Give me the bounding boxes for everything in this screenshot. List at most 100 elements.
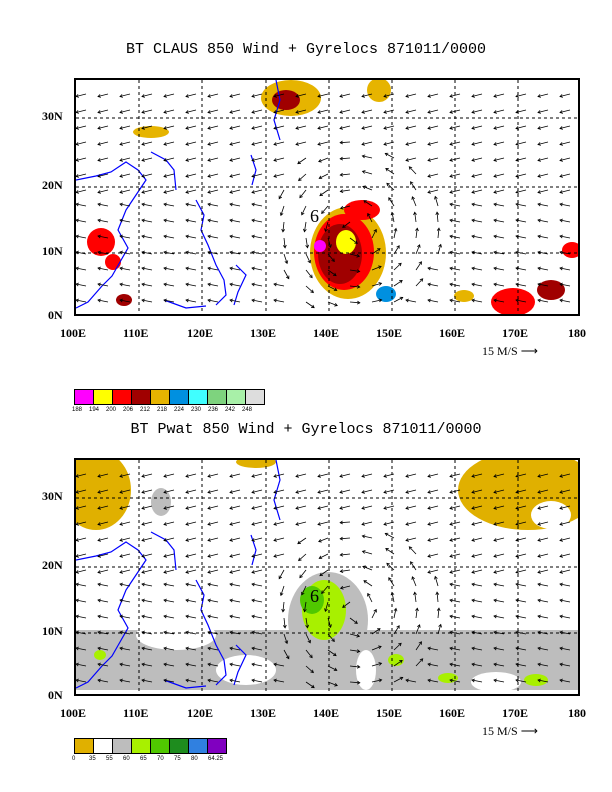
wind-arrow <box>493 189 505 193</box>
legend-swatch <box>169 738 189 754</box>
legend-swatch <box>112 389 132 405</box>
wind-arrow <box>361 489 373 493</box>
wind-arrow <box>76 505 87 509</box>
wind-arrow <box>349 253 360 257</box>
wind-arrow-head <box>334 302 338 307</box>
wind-arrow-head <box>449 250 453 255</box>
wind-arrow-head <box>229 554 233 558</box>
wind-arrow-head <box>97 598 101 603</box>
wind-arrow-head <box>301 591 305 596</box>
wind-arrow <box>229 489 241 493</box>
wind-arrow-head <box>515 110 519 114</box>
wind-arrow <box>141 219 153 223</box>
wind-arrow <box>405 537 417 541</box>
wind-arrow-head <box>185 538 189 542</box>
wind-arrow-head <box>251 490 255 494</box>
wind-arrow <box>141 647 153 651</box>
wind-arrow-head <box>449 266 453 271</box>
wind-arrow <box>97 219 109 223</box>
wind-arrow <box>415 608 418 619</box>
legend-swatch <box>226 389 246 405</box>
wind-arrow <box>515 189 527 193</box>
wind-arrow <box>229 219 241 223</box>
wind-arrow-head <box>163 646 167 651</box>
wind-arrow-head <box>417 624 421 628</box>
wind-arrow <box>141 203 153 207</box>
wind-arrow-head <box>163 234 167 239</box>
wind-arrow <box>415 624 421 635</box>
wind-vectors <box>76 473 571 689</box>
wind-arrow <box>339 109 351 113</box>
wind-arrow-head <box>298 177 302 182</box>
wind-arrow-head <box>449 554 453 558</box>
wind-arrow <box>515 203 527 207</box>
wind-arrow-head <box>141 538 145 542</box>
wind-arrow-head <box>559 506 563 510</box>
wind-arrow <box>185 219 197 223</box>
wind-arrow-head <box>229 582 233 587</box>
wind-arrow <box>163 679 175 683</box>
wind-arrow-head <box>471 614 475 619</box>
wind-arrow <box>273 125 285 129</box>
coastline <box>76 460 281 689</box>
wind-arrow-head <box>185 522 189 526</box>
wind-arrow <box>559 473 571 477</box>
wind-arrow <box>185 631 197 635</box>
wind-arrow-head <box>119 282 123 287</box>
wind-arrow <box>76 647 87 651</box>
wind-arrow <box>349 269 360 272</box>
wind-arrow <box>493 537 505 541</box>
wind-arrow <box>119 189 131 193</box>
wind-arrow-head <box>378 298 383 303</box>
wind-arrow <box>339 125 351 129</box>
wind-arrow-head <box>207 266 211 271</box>
wind-arrow-head <box>559 474 563 478</box>
wind-arrow-head <box>207 218 211 223</box>
wind-arrow-head <box>251 250 255 255</box>
wind-arrow <box>141 173 153 177</box>
wind-arrow <box>301 205 307 216</box>
wind-arrow <box>361 521 373 525</box>
wind-arrow <box>415 228 418 239</box>
wind-arrow <box>251 235 263 239</box>
wind-arrow-head <box>378 282 383 286</box>
wind-arrow <box>362 535 373 539</box>
wind-arrow-head <box>163 298 167 303</box>
wind-arrow <box>327 285 337 291</box>
wind-arrow-head <box>471 678 475 683</box>
wind-arrow-head <box>419 278 424 282</box>
wind-arrow-head <box>410 561 414 565</box>
wind-arrow <box>362 565 373 571</box>
wind-arrow <box>141 283 153 287</box>
wind-arrow <box>340 205 351 209</box>
wind-arrow <box>141 473 153 477</box>
wind-arrow <box>559 283 571 287</box>
wind-arrow <box>305 269 313 278</box>
wind-arrow <box>537 569 549 573</box>
wind-arrow-head <box>471 282 475 287</box>
wind-arrow <box>97 283 109 287</box>
wind-arrow-head <box>229 190 233 194</box>
wind-arrow-head <box>493 474 497 478</box>
wind-arrow-head <box>493 678 497 683</box>
wind-arrow <box>295 473 307 477</box>
wind-arrow <box>559 553 571 557</box>
wind-arrow <box>471 299 483 303</box>
wind-arrow <box>97 615 109 619</box>
wind-arrow-head <box>229 678 233 683</box>
wind-arrow <box>449 569 461 573</box>
wind-arrow <box>251 583 263 587</box>
wind-arrow-head <box>393 227 398 232</box>
wind-arrow-head <box>388 577 392 581</box>
legend-swatch <box>188 738 208 754</box>
wind-arrow-head <box>471 662 475 667</box>
wind-arrow <box>415 261 422 271</box>
wind-arrow-head <box>493 142 497 146</box>
wind-arrow <box>427 647 439 651</box>
wind-arrow <box>437 228 440 239</box>
wind-arrow <box>393 280 403 287</box>
wind-arrow <box>385 168 395 175</box>
wind-arrow <box>327 617 332 628</box>
wind-arrow <box>383 505 395 509</box>
wind-arrow-head <box>356 300 361 305</box>
